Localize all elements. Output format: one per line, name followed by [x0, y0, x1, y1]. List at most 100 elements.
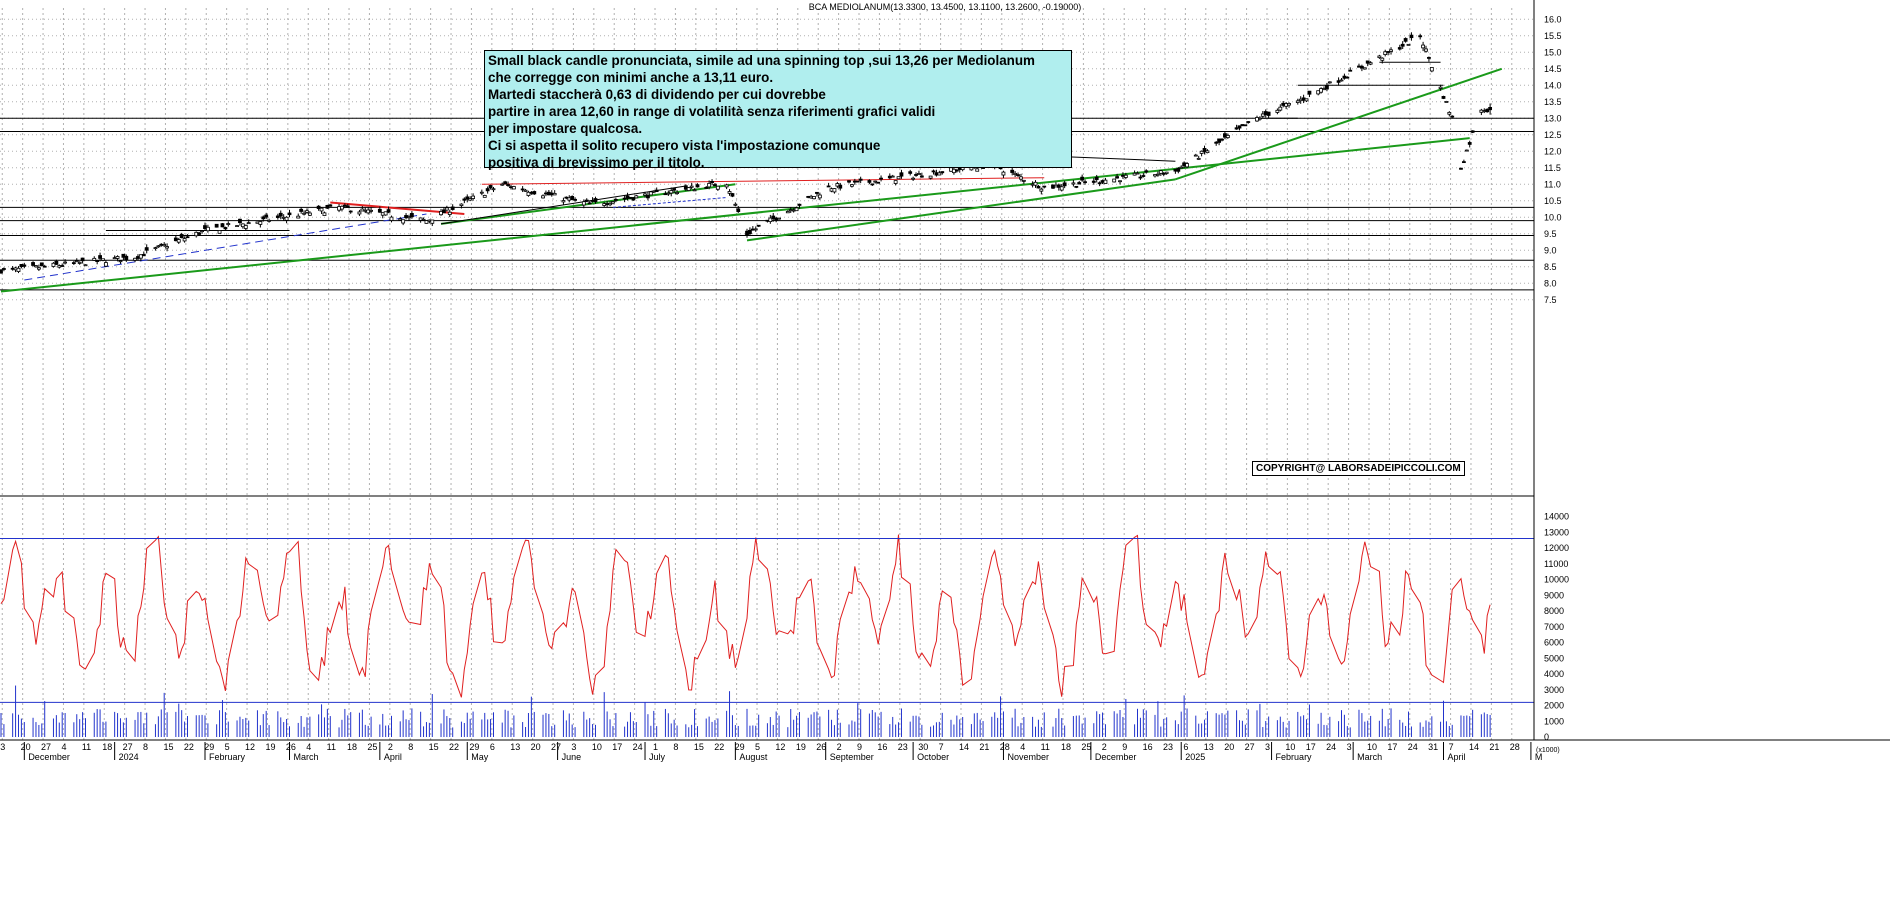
candle-body [736, 208, 741, 212]
candle-body [345, 205, 350, 208]
candle-body [1459, 167, 1463, 170]
candle-body [1016, 174, 1020, 177]
candle-body [1112, 178, 1117, 183]
candle-body [1074, 185, 1079, 188]
candle-body [1258, 117, 1262, 120]
x-tick-label: 12 [245, 742, 255, 752]
candle-body [523, 189, 528, 192]
candle-body [1438, 86, 1443, 89]
candle-body [1164, 171, 1169, 174]
candle-body [1488, 107, 1493, 111]
oscillator-series [0, 534, 1491, 698]
candle-body [1118, 180, 1122, 183]
candle-body [246, 222, 251, 225]
candle-body [1237, 125, 1242, 129]
candle-body [424, 220, 429, 224]
y-tick-label: 7000 [1544, 622, 1564, 632]
candle-body [715, 185, 720, 190]
y-tick-label: 12000 [1544, 543, 1569, 553]
x-tick-label: 26 [286, 742, 296, 752]
unit-label: (x1000) [1536, 747, 1560, 754]
x-month-label: December [28, 752, 70, 762]
candle-body [74, 260, 79, 262]
chart-title: BCA MEDIOLANUM(13.3300, 13.4500, 13.1100… [808, 2, 1082, 12]
candle-body [2, 268, 6, 270]
candle-body [1077, 182, 1082, 185]
candle-body [1199, 150, 1204, 154]
candle-body [648, 191, 653, 196]
candle-body [488, 185, 493, 189]
candle-body [101, 258, 105, 261]
comment-line: che corregge con minimi anche a 13,11 eu… [488, 70, 774, 85]
candle-body [832, 188, 837, 193]
candle-body [63, 261, 68, 264]
candle-body [328, 204, 333, 207]
candle-body [459, 203, 464, 206]
candle-body [179, 234, 184, 239]
candle-body [613, 199, 618, 201]
x-tick-label: 4 [1020, 742, 1025, 752]
candle-body [60, 265, 65, 267]
x-tick-label: 9 [857, 742, 862, 752]
y-tick-label: 12.5 [1544, 130, 1562, 140]
analysis-comment: Small black candle pronunciata, simile a… [484, 50, 1072, 170]
x-tick-label: 30 [918, 742, 928, 752]
candle-body [815, 191, 819, 194]
trend-line [481, 177, 1045, 185]
candle-body [305, 210, 309, 213]
x-tick-label: 31 [1428, 742, 1438, 752]
candle-body [506, 184, 510, 186]
y-tick-label: 15.0 [1544, 47, 1562, 57]
candle-body [1441, 96, 1446, 99]
candle-body [634, 195, 639, 199]
candle-body [511, 186, 516, 190]
candle-body [104, 262, 108, 267]
x-month-label: February [1276, 752, 1313, 762]
x-tick-label: 10 [1367, 742, 1377, 752]
candle-body [1278, 106, 1283, 111]
candle-body [115, 256, 120, 259]
candle-body [1185, 163, 1189, 168]
y-tick-label: 6000 [1544, 638, 1564, 648]
candle-body [1336, 80, 1341, 83]
candle-body [1348, 69, 1353, 72]
candle-body [940, 171, 945, 174]
candle-body [581, 201, 586, 206]
candle-body [42, 265, 47, 268]
x-tick-label: 10 [1285, 742, 1295, 752]
x-tick-label: 3 [571, 742, 576, 752]
candle-body [777, 217, 781, 220]
x-tick-label: 21 [979, 742, 989, 752]
candle-body [267, 219, 271, 222]
candle-body [1123, 174, 1128, 178]
candle-body [71, 262, 76, 264]
x-tick-label: 24 [1408, 742, 1418, 752]
candle-body [855, 180, 860, 183]
candle-body [1205, 150, 1210, 154]
candle-body [1071, 182, 1076, 185]
candle-body [812, 196, 816, 200]
x-tick-label: 11 [327, 742, 336, 752]
candle-body [1179, 166, 1184, 169]
candle-body [876, 181, 881, 184]
candle-body [1001, 171, 1006, 176]
candle-body [771, 215, 776, 220]
candle-body [1325, 85, 1329, 90]
candle-body [124, 255, 129, 261]
trend-line [24, 213, 427, 281]
candle-body [584, 199, 589, 202]
candle-body [1327, 81, 1332, 84]
trend-line [0, 137, 1470, 293]
x-tick-label: 23 [898, 742, 908, 752]
candle-body [357, 211, 362, 215]
y-tick-label: 3000 [1544, 685, 1564, 695]
y-tick-label: 9.5 [1544, 229, 1557, 239]
candle-body [928, 175, 933, 179]
x-month-label: 2024 [119, 752, 139, 762]
x-month-label: December [1095, 752, 1137, 762]
candle-body [672, 188, 677, 191]
candle-body [908, 171, 913, 174]
candle-body [1307, 90, 1312, 95]
candle-body [264, 214, 269, 218]
candle-body [666, 192, 671, 195]
